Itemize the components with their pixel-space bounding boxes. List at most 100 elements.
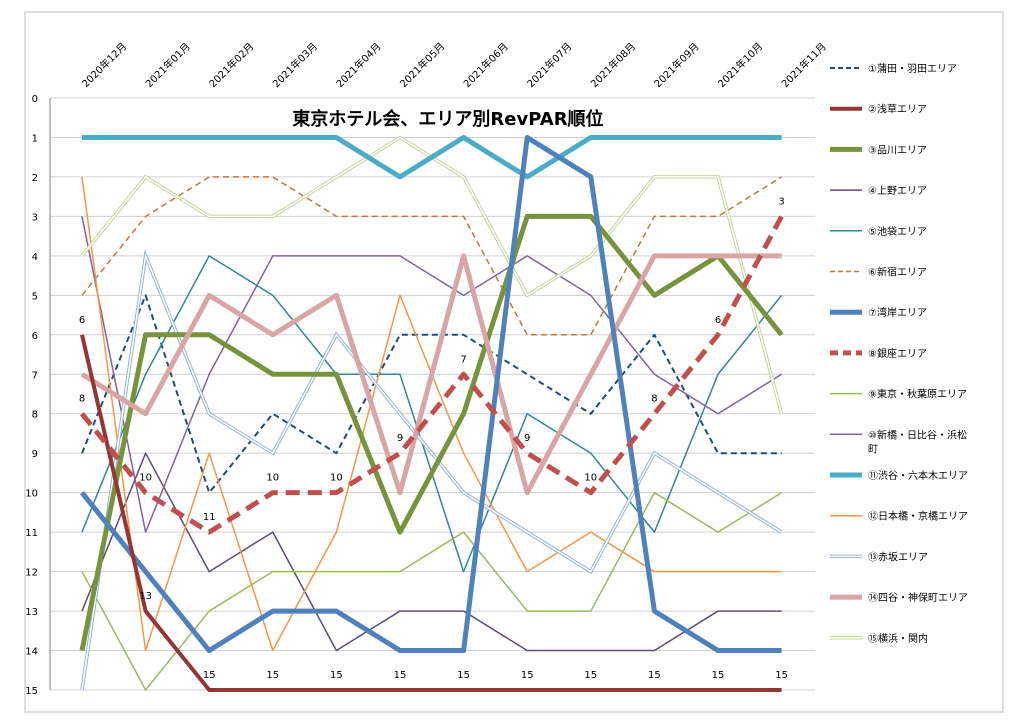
series-line-path — [81, 294, 782, 494]
data-label: 6 — [79, 315, 85, 326]
legend-label: ①蒲田・羽田エリア — [868, 62, 957, 75]
data-label: 15 — [457, 670, 470, 681]
series-3-line — [79, 213, 784, 652]
series-line-path — [82, 134, 782, 180]
data-label: 9 — [397, 433, 403, 444]
data-label: 11 — [203, 512, 216, 523]
data-label: 10 — [139, 473, 152, 484]
legend-label: ⑧銀座エリア — [868, 347, 927, 360]
data-label: 13 — [139, 591, 152, 602]
y-tick-label: 8 — [32, 410, 38, 421]
legend-label: ⑨東京・秋葉原エリア — [868, 388, 967, 401]
legend-item: ③品川エリア — [830, 144, 927, 156]
data-label: 15 — [521, 670, 534, 681]
series-7-line — [80, 134, 782, 654]
y-tick-label: 13 — [25, 607, 38, 618]
legend-label: ②浅草エリア — [868, 103, 927, 116]
y-tick-label: 6 — [32, 331, 38, 342]
data-label: 15 — [648, 670, 661, 681]
data-label: 6 — [715, 315, 721, 326]
series-line-path — [80, 134, 782, 654]
legend-item: ⑩新橋・日比谷・浜松町 — [830, 428, 967, 455]
y-tick-label: 1 — [32, 133, 38, 144]
legend-label: ⑬赤坂エリア — [868, 551, 928, 563]
y-tick-label: 12 — [25, 568, 38, 579]
legend-item: ④上野エリア — [830, 185, 927, 197]
y-tick-label: 11 — [25, 528, 38, 539]
y-tick-label: 15 — [25, 686, 38, 697]
legend-item: ⑪渋谷・六本木エリア — [830, 469, 968, 482]
series-4-line — [81, 452, 782, 652]
data-label: 15 — [394, 670, 407, 681]
legend-label: ③品川エリア — [868, 144, 927, 156]
series-line-path — [80, 253, 782, 496]
legend-item: ⑨東京・秋葉原エリア — [830, 388, 967, 401]
series-2-line — [80, 334, 782, 692]
y-tick-label: 0 — [32, 94, 38, 105]
series-6-line — [81, 176, 782, 336]
data-label: 8 — [79, 394, 85, 405]
legend-item: ⑧銀座エリア — [830, 347, 927, 360]
data-label: 10 — [266, 473, 279, 484]
series-line-path — [81, 216, 782, 533]
legend-label: ⑦湾岸エリア — [868, 306, 927, 319]
legend-item: ⑮横浜・関内 — [830, 632, 928, 645]
legend-item: ⑤池袋エリア — [830, 225, 927, 238]
legend-label: ⑫日本橋・京橋エリア — [868, 510, 968, 523]
legend-item: ⑦湾岸エリア — [830, 306, 927, 319]
y-tick-label: 10 — [25, 489, 38, 500]
legend-label: ⑮横浜・関内 — [868, 632, 928, 645]
series-8-line — [80, 215, 784, 535]
series-1-line — [81, 294, 782, 494]
data-label: 7 — [460, 354, 466, 365]
legend-item: ⑥新宿エリア — [830, 266, 927, 279]
legend-label: ⑭四谷・神保町エリア — [868, 591, 968, 604]
y-tick-label: 7 — [32, 370, 38, 381]
series-line-path — [81, 452, 782, 652]
legend-item: ⑭四谷・神保町エリア — [830, 591, 968, 604]
data-label: 3 — [778, 196, 784, 207]
legend-item: ⑫日本橋・京橋エリア — [830, 510, 968, 523]
series-line-inner — [81, 253, 782, 691]
y-tick-label: 14 — [25, 647, 38, 658]
legend-item: ②浅草エリア — [830, 103, 927, 116]
data-label: 15 — [584, 670, 597, 681]
data-label: 15 — [203, 670, 216, 681]
series-line-path — [79, 213, 784, 652]
legend-label: ④上野エリア — [868, 185, 927, 197]
legend-item: ①蒲田・羽田エリア — [830, 62, 957, 75]
data-label: 9 — [524, 433, 530, 444]
legend-item: ⑬赤坂エリア — [830, 551, 928, 563]
data-label: 15 — [775, 670, 788, 681]
data-label: 15 — [266, 670, 279, 681]
series-10-line — [81, 216, 782, 533]
y-tick-label: 4 — [32, 252, 38, 263]
series-line-path — [80, 334, 782, 692]
data-label: 10 — [584, 473, 597, 484]
data-label: 15 — [712, 670, 725, 681]
series-line-path — [80, 215, 784, 535]
series-line-path — [81, 491, 782, 691]
series-lines — [79, 134, 784, 692]
legend: ①蒲田・羽田エリア ②浅草エリア ③品川エリア ④上野エリア ⑤池袋エリア ⑥新宿エリア ⑦… — [830, 62, 968, 645]
legend-label: ⑩新橋・日比谷・浜松 — [868, 428, 967, 441]
data-label: 8 — [651, 394, 657, 405]
legend-label: ⑪渋谷・六本木エリア — [868, 469, 968, 482]
y-tick-label: 3 — [32, 212, 38, 223]
series-11-line — [82, 134, 782, 180]
data-label: 15 — [330, 670, 343, 681]
legend-label: ⑤池袋エリア — [868, 225, 927, 238]
y-tick-label: 9 — [32, 449, 38, 460]
y-tick-label: 2 — [32, 173, 38, 184]
chart-title: 東京ホテル会、エリア別RevPAR順位 — [292, 108, 603, 130]
series-14-line — [80, 253, 782, 496]
series-line-path — [81, 176, 782, 336]
y-tick-label: 5 — [32, 291, 38, 302]
series-13-line — [80, 249, 783, 691]
data-label: 10 — [330, 473, 343, 484]
data-labels: 6 13 15 15 15 15 15 15 15 15 15 15 8 10 11 10 10 9 7 9 10 8 6 3 — [79, 196, 788, 681]
legend-label: ⑥新宿エリア — [868, 266, 927, 279]
series-9-line — [81, 491, 782, 691]
